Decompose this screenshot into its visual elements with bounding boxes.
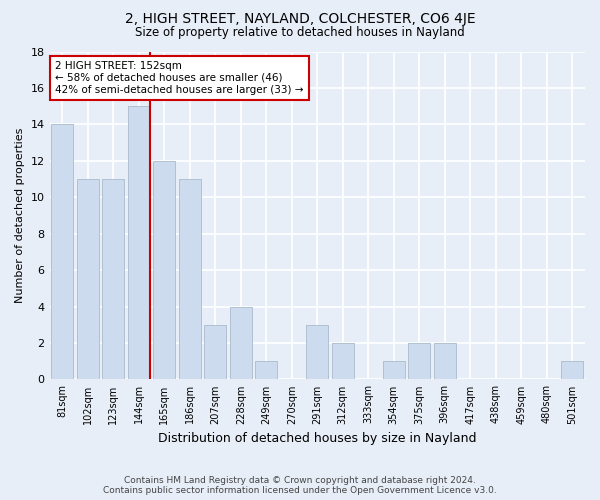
Bar (77, 179, 98, 380)
Bar (307, 325, 328, 380)
Bar (383, 361, 404, 380)
Bar (256, 361, 277, 380)
Text: 2 HIGH STREET: 152sqm
← 58% of detached houses are smaller (46)
42% of semi-deta: 2 HIGH STREET: 152sqm ← 58% of detached … (55, 62, 304, 94)
X-axis label: Distribution of detached houses by size in Nayland: Distribution of detached houses by size … (158, 432, 476, 445)
Bar (128, 106, 149, 380)
Text: Contains HM Land Registry data © Crown copyright and database right 2024.
Contai: Contains HM Land Registry data © Crown c… (103, 476, 497, 495)
Bar (562, 361, 583, 380)
Bar (103, 179, 124, 380)
Bar (52, 124, 73, 380)
Text: 2, HIGH STREET, NAYLAND, COLCHESTER, CO6 4JE: 2, HIGH STREET, NAYLAND, COLCHESTER, CO6… (125, 12, 475, 26)
Bar (332, 343, 353, 380)
Text: Size of property relative to detached houses in Nayland: Size of property relative to detached ho… (135, 26, 465, 39)
Bar (154, 161, 175, 380)
Bar (179, 179, 200, 380)
Y-axis label: Number of detached properties: Number of detached properties (15, 128, 25, 303)
Bar (409, 343, 430, 380)
Bar (230, 306, 251, 380)
Bar (434, 343, 455, 380)
Bar (205, 325, 226, 380)
